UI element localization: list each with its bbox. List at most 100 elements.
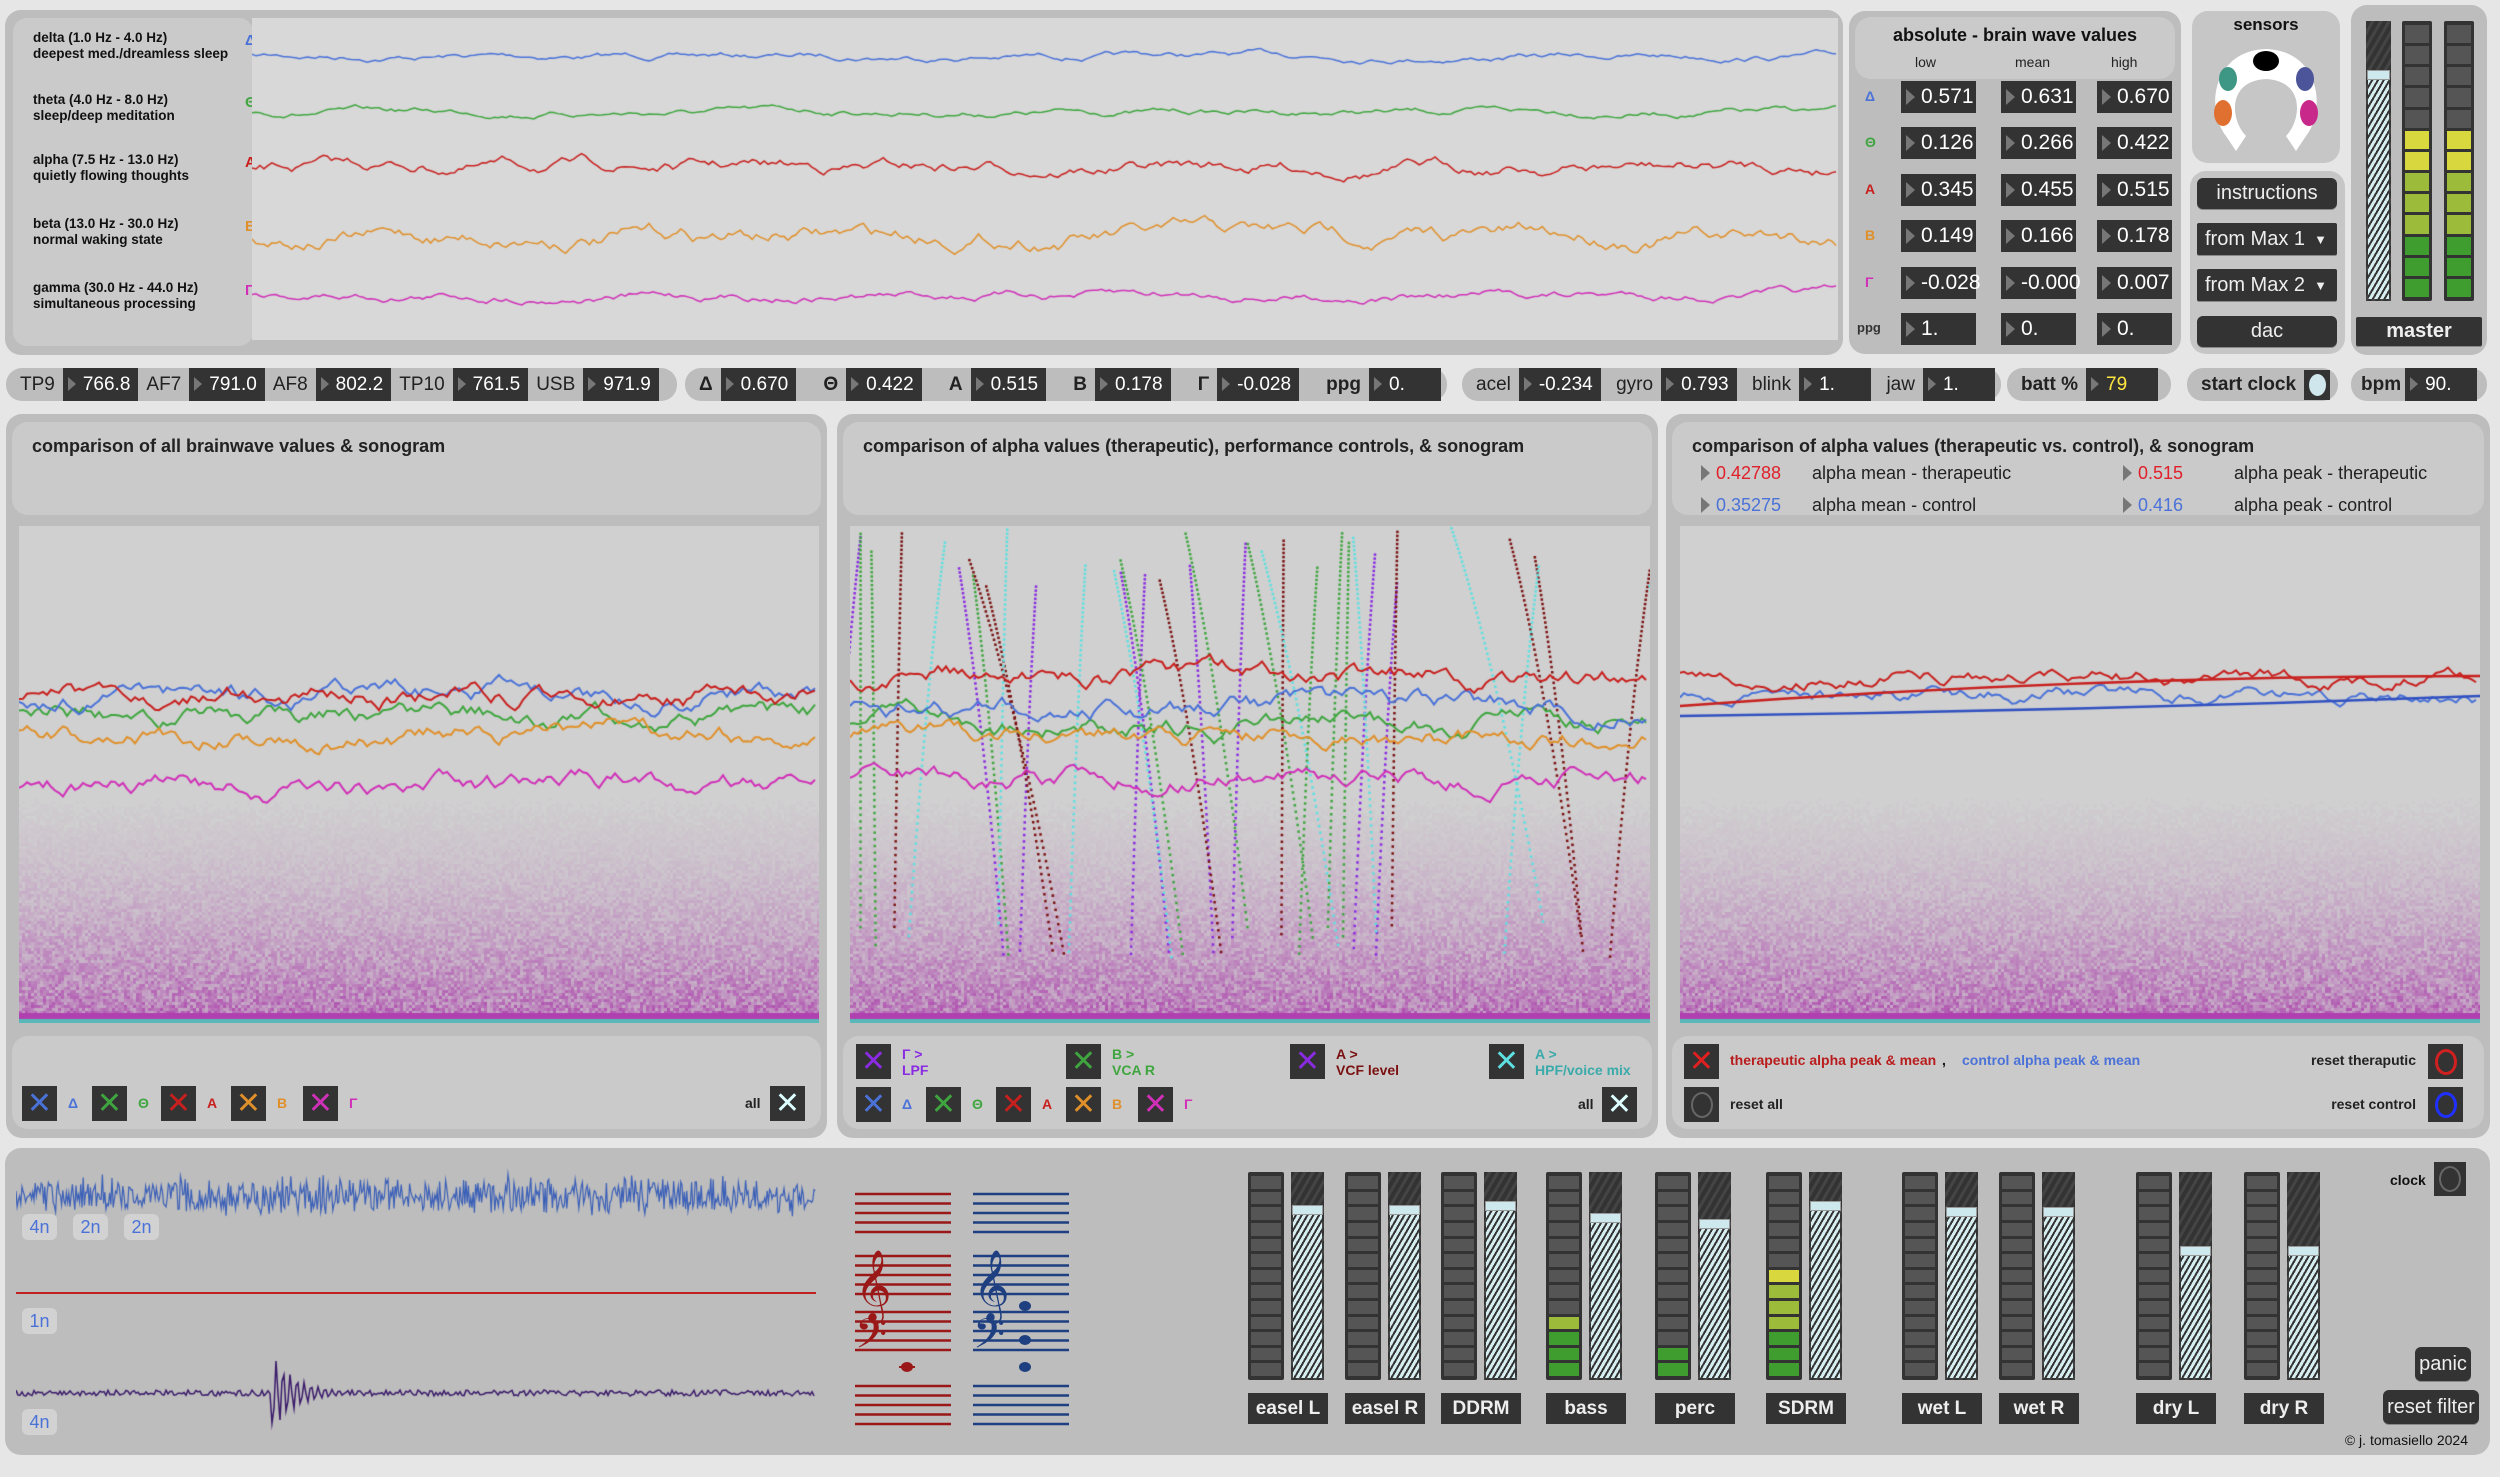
band-waveform-panel: delta (1.0 Hz - 4.0 Hz) deepest med./drea… — [5, 10, 1843, 355]
channel-fader[interactable] — [1945, 1172, 1978, 1380]
panel-title: comparison of alpha values (therapeutic)… — [863, 436, 1525, 456]
mapping-1-x-icon[interactable]: ✕ — [1066, 1044, 1101, 1079]
dac-button[interactable]: dac — [2197, 316, 2337, 347]
meter-segment — [2139, 1300, 2169, 1314]
fader-handle[interactable] — [1389, 1204, 1420, 1215]
reset-filter-button[interactable]: reset filter — [2383, 1390, 2479, 1424]
toggle-3-x-icon[interactable]: ✕ — [231, 1086, 266, 1121]
channel-fader[interactable] — [1388, 1172, 1421, 1380]
channel-fader[interactable] — [2287, 1172, 2320, 1380]
therapeutic-x-icon[interactable]: ✕ — [1684, 1044, 1719, 1079]
toggle-1-x-icon[interactable]: ✕ — [926, 1087, 961, 1122]
master-fader[interactable] — [2366, 21, 2391, 301]
value-box: 0.631 — [2001, 81, 2076, 113]
fader-handle[interactable] — [1292, 1204, 1323, 1215]
rhythm-button[interactable]: 1n — [22, 1308, 57, 1334]
meter-segment — [1348, 1176, 1378, 1189]
rhythm-button[interactable]: 2n — [73, 1214, 108, 1240]
band-description: quietly flowing thoughts — [33, 168, 189, 183]
battery-value: 79 — [2086, 368, 2158, 401]
channel-fader[interactable] — [1484, 1172, 1517, 1380]
toggle-symbol: Δ — [902, 1096, 913, 1112]
toggle-symbol: A — [1042, 1096, 1053, 1112]
meter-segment — [2247, 1176, 2277, 1189]
meter-segment — [1549, 1363, 1579, 1376]
band-description: normal waking state — [33, 232, 163, 247]
toggle-3-x-icon[interactable]: ✕ — [1066, 1087, 1101, 1122]
panic-button[interactable]: panic — [2415, 1347, 2471, 1381]
from-max-1-dropdown[interactable]: from Max 1 ▼ — [2197, 223, 2337, 255]
mapping-2-x-icon[interactable]: ✕ — [1290, 1044, 1325, 1079]
fader-handle[interactable] — [1810, 1200, 1841, 1211]
channel-fader[interactable] — [1589, 1172, 1622, 1380]
toggle-symbol: Θ — [138, 1095, 149, 1111]
start-clock-toggle[interactable] — [2304, 369, 2331, 400]
band-waveform-display — [252, 18, 1838, 340]
reset-all-label: reset all — [1730, 1096, 1783, 1112]
fader-fill — [1947, 1214, 1976, 1378]
readout-3: TP10 761.5 — [391, 368, 529, 401]
rhythm-button[interactable]: 4n — [22, 1409, 57, 1435]
column-header-low: low — [1915, 54, 1937, 70]
fader-handle[interactable] — [2367, 70, 2390, 81]
panel-header: comparison of all brainwave values & son… — [12, 422, 821, 515]
bpm-number-box[interactable]: 90. — [2405, 368, 2478, 401]
meter-segment — [2447, 236, 2471, 255]
mapping-0-x-icon[interactable]: ✕ — [856, 1044, 891, 1079]
fader-handle[interactable] — [1946, 1206, 1977, 1217]
reset-therapeutic-circle-icon[interactable] — [2428, 1044, 2463, 1079]
mapping-3-x-icon[interactable]: ✕ — [1489, 1044, 1524, 1079]
meter-segment — [2139, 1207, 2169, 1220]
value-box: 0.422 — [2097, 127, 2172, 160]
band-symbol-icon: Θ — [245, 94, 257, 111]
toggle-2-x-icon[interactable]: ✕ — [161, 1086, 196, 1121]
channel-fader[interactable] — [1291, 1172, 1324, 1380]
channel-fader[interactable] — [1698, 1172, 1731, 1380]
mapping-target: LPF — [902, 1062, 929, 1078]
toggle-0-x-icon[interactable]: ✕ — [22, 1086, 57, 1121]
channel-fader[interactable] — [2179, 1172, 2212, 1380]
toggle-symbol: Δ — [68, 1095, 79, 1111]
value-box: 0.266 — [2001, 127, 2076, 160]
readout-label: acel — [1476, 373, 1511, 395]
band-description: deepest med./dreamless sleep — [33, 46, 229, 61]
meter-segment — [1905, 1316, 1935, 1330]
toggle-4-x-icon[interactable]: ✕ — [303, 1086, 338, 1121]
toggle-4-x-icon[interactable]: ✕ — [1138, 1087, 1173, 1122]
meter-segment — [2405, 67, 2429, 86]
motion-readouts: acel -0.234 gyro 0.793 blink 1. jaw 1. — [1462, 368, 2001, 401]
readout-label: blink — [1752, 373, 1792, 395]
channel-fader[interactable] — [2042, 1172, 2075, 1380]
absolute-title: absolute - brain wave values — [1892, 25, 2138, 45]
fader-handle[interactable] — [2043, 1206, 2074, 1217]
clock-indicator[interactable] — [2434, 1162, 2466, 1196]
chevron-down-icon: ▼ — [2314, 231, 2327, 247]
alpha-performance-sonogram-plot — [850, 526, 1650, 1023]
meter-segment — [1658, 1332, 1688, 1345]
fader-handle[interactable] — [1590, 1212, 1621, 1223]
fader-handle[interactable] — [2288, 1245, 2319, 1256]
fader-handle[interactable] — [1699, 1219, 1730, 1230]
meter-segment — [1251, 1191, 1281, 1205]
fader-handle[interactable] — [1485, 1200, 1516, 1211]
meter-segment — [1549, 1176, 1579, 1189]
io-controls-panel: instructions from Max 1 ▼ from Max 2 ▼ d… — [2190, 171, 2345, 354]
rhythm-button[interactable]: 2n — [124, 1214, 159, 1240]
rhythm-button[interactable]: 4n — [22, 1214, 57, 1240]
from-max-2-dropdown[interactable]: from Max 2 ▼ — [2197, 269, 2337, 301]
meter-segment — [2405, 88, 2429, 107]
reset-control-circle-icon[interactable] — [2428, 1087, 2463, 1122]
toggle-0-x-icon[interactable]: ✕ — [856, 1087, 891, 1122]
instructions-button[interactable]: instructions — [2197, 178, 2337, 209]
meter-segment — [2405, 130, 2429, 149]
toggle-all-x-icon[interactable]: ✕ — [770, 1086, 805, 1121]
value-box: 0. — [2097, 313, 2172, 345]
meter-segment — [2139, 1254, 2169, 1267]
toggle-all-x-icon[interactable]: ✕ — [1602, 1087, 1637, 1122]
channel-fader[interactable] — [1809, 1172, 1842, 1380]
mapping-target: VCF level — [1336, 1062, 1400, 1078]
toggle-1-x-icon[interactable]: ✕ — [92, 1086, 127, 1121]
reset-all-circle-icon[interactable] — [1684, 1087, 1719, 1122]
fader-handle[interactable] — [2180, 1245, 2211, 1256]
toggle-2-x-icon[interactable]: ✕ — [996, 1087, 1031, 1122]
